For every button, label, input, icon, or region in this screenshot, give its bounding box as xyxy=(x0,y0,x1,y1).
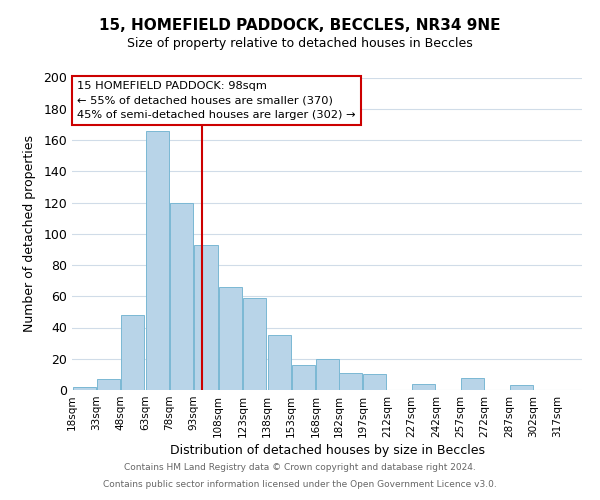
Bar xyxy=(339,373,362,390)
Bar xyxy=(412,384,435,390)
Bar xyxy=(461,378,484,390)
Bar xyxy=(194,244,218,390)
X-axis label: Distribution of detached houses by size in Beccles: Distribution of detached houses by size … xyxy=(170,444,485,457)
Bar xyxy=(121,315,145,390)
Y-axis label: Number of detached properties: Number of detached properties xyxy=(23,135,37,332)
Bar xyxy=(73,387,96,390)
Bar xyxy=(364,374,386,390)
Bar xyxy=(243,298,266,390)
Bar xyxy=(146,130,169,390)
Bar xyxy=(170,202,193,390)
Bar xyxy=(292,365,315,390)
Text: 15, HOMEFIELD PADDOCK, BECCLES, NR34 9NE: 15, HOMEFIELD PADDOCK, BECCLES, NR34 9NE xyxy=(99,18,501,32)
Text: Contains public sector information licensed under the Open Government Licence v3: Contains public sector information licen… xyxy=(103,480,497,489)
Text: 15 HOMEFIELD PADDOCK: 98sqm
← 55% of detached houses are smaller (370)
45% of se: 15 HOMEFIELD PADDOCK: 98sqm ← 55% of det… xyxy=(77,80,356,120)
Bar xyxy=(97,379,120,390)
Text: Contains HM Land Registry data © Crown copyright and database right 2024.: Contains HM Land Registry data © Crown c… xyxy=(124,464,476,472)
Bar xyxy=(268,336,290,390)
Text: Size of property relative to detached houses in Beccles: Size of property relative to detached ho… xyxy=(127,38,473,51)
Bar xyxy=(316,359,340,390)
Bar xyxy=(219,287,242,390)
Bar xyxy=(509,386,533,390)
